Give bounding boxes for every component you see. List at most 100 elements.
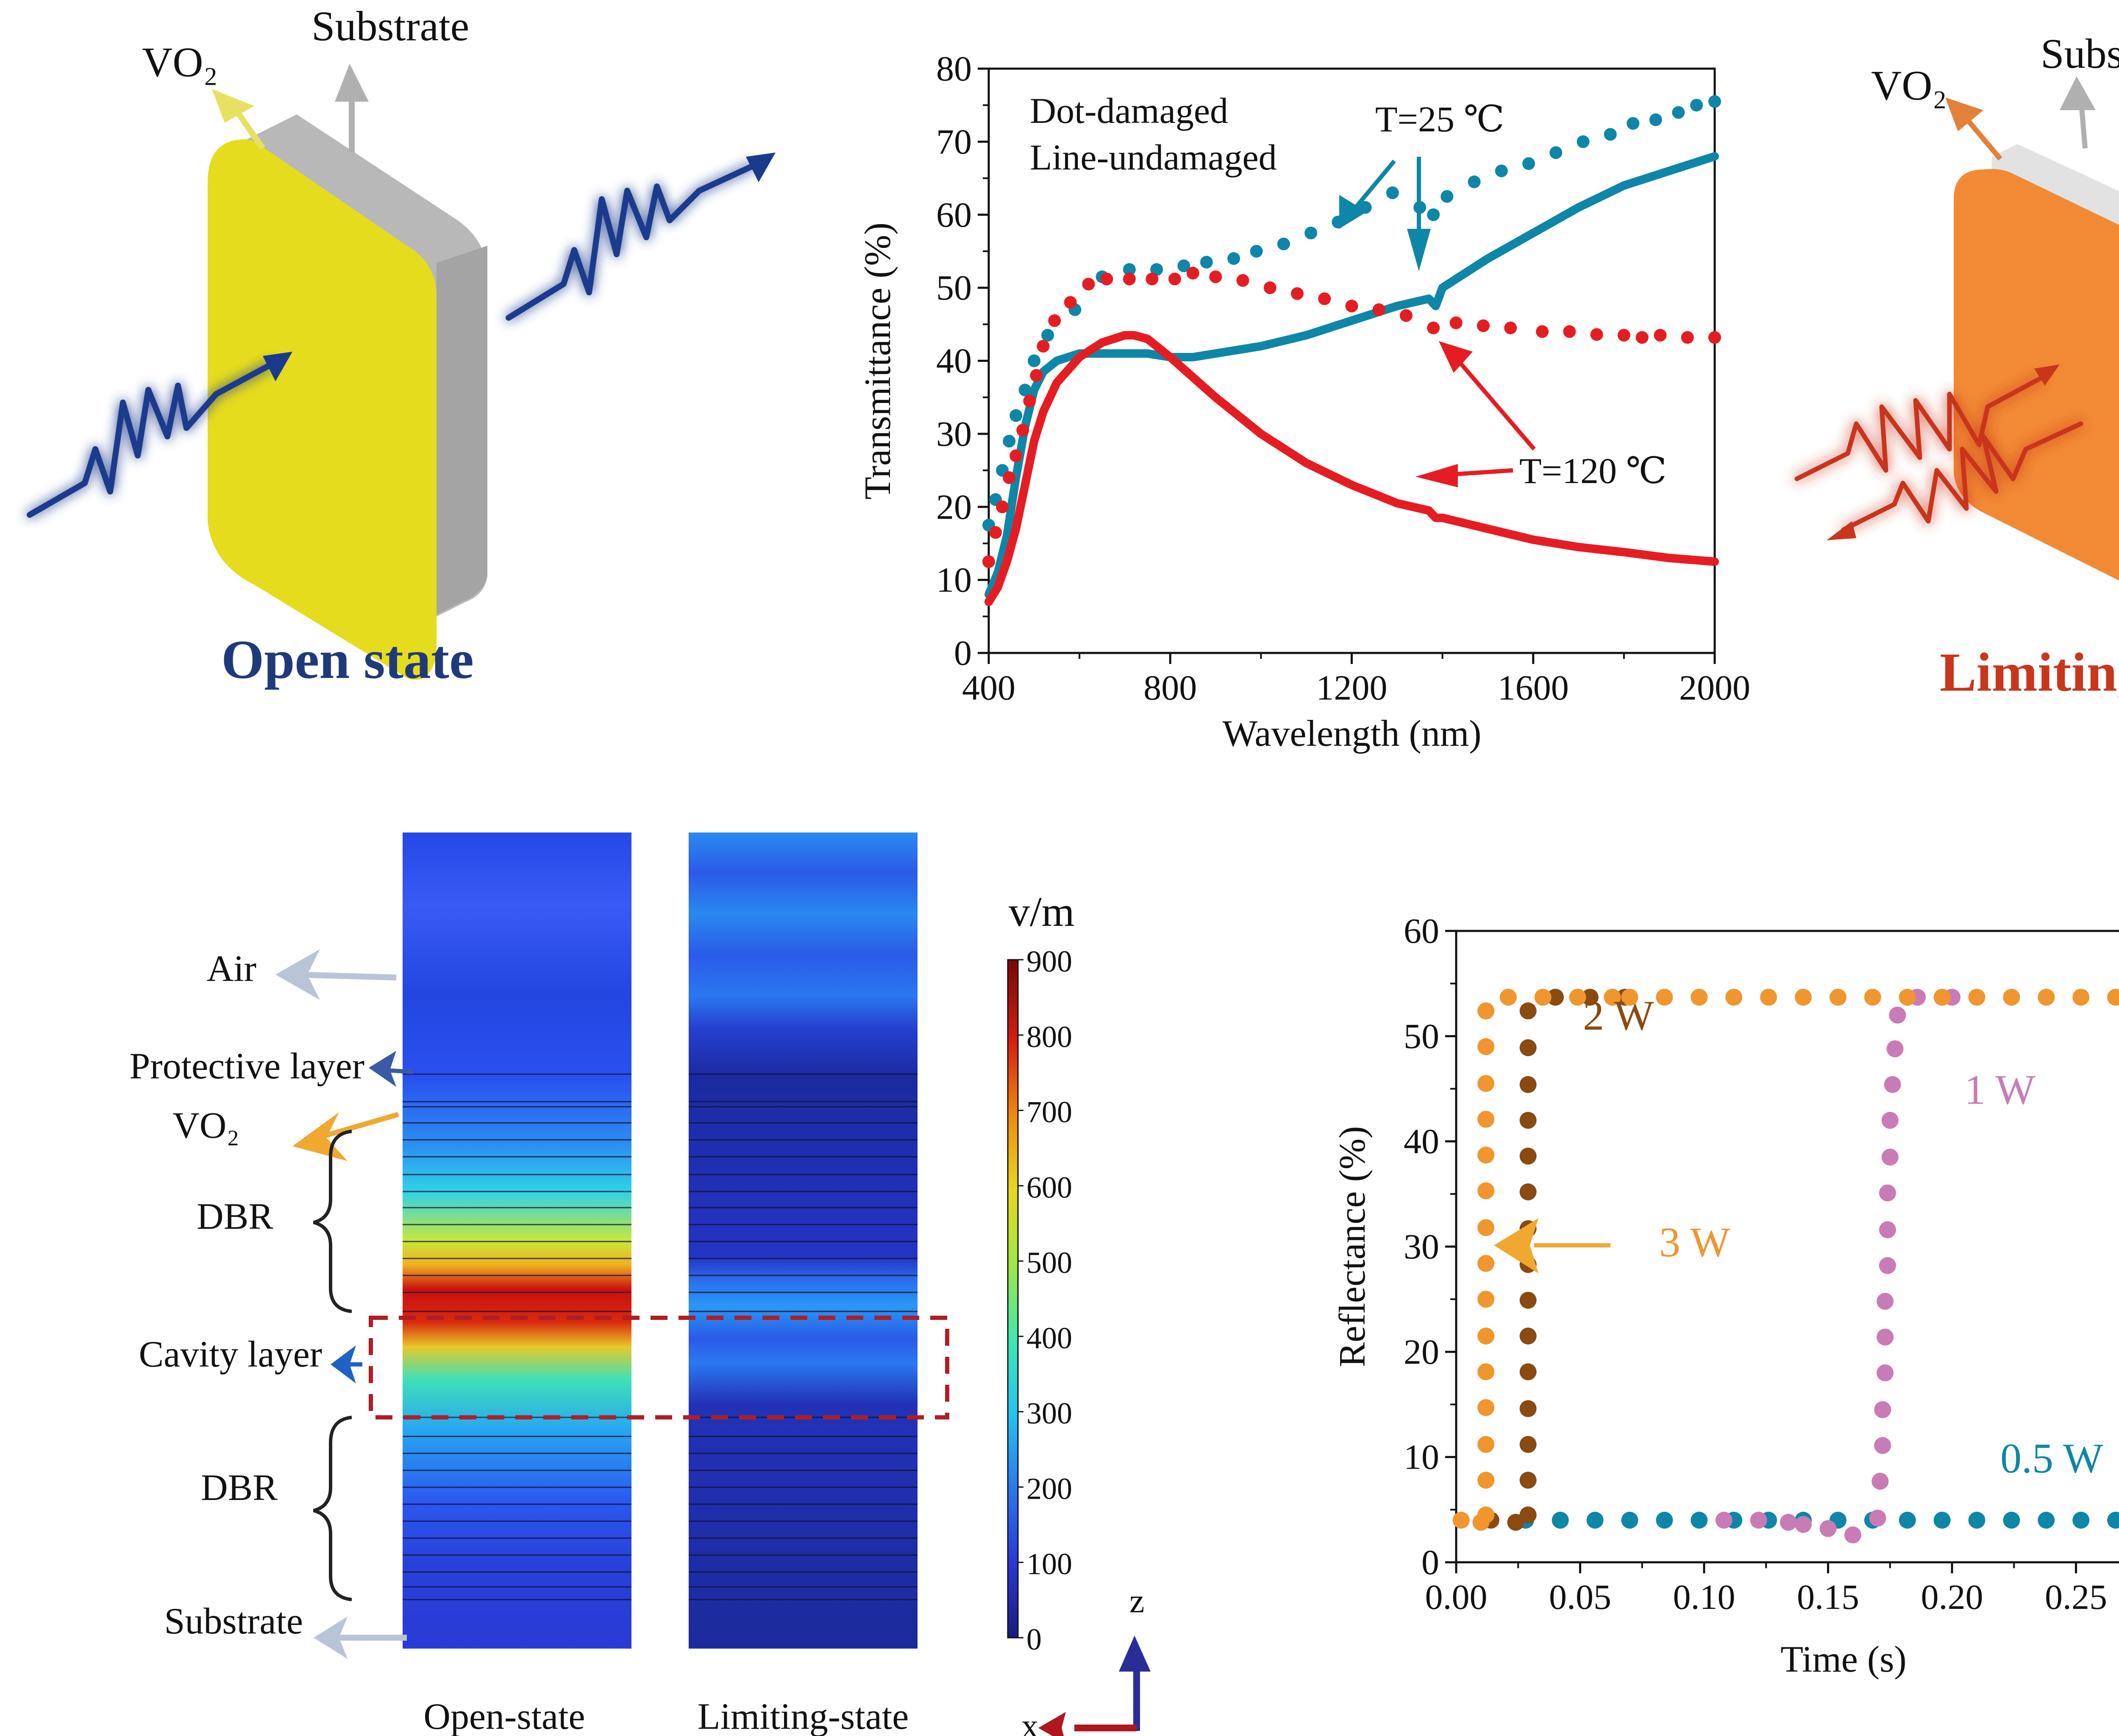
air-arrow (275, 949, 397, 1000)
substrate-pointer-arrowhead (2060, 76, 2096, 110)
data-point-3-w (1477, 1399, 1495, 1416)
series-layer (982, 95, 1721, 606)
colorbar-tick-label: 800 (1026, 1020, 1072, 1054)
data-point-2-w (1547, 989, 1564, 1006)
data-point-3-w (1477, 1146, 1495, 1164)
axis-ticks: 400 800 1200 1600 2000 0 10 20 30 40 50 60 70 80 (936, 49, 1750, 708)
data-point-3-w (1933, 989, 1951, 1006)
x-tick-label: 2000 (1679, 668, 1750, 708)
data-point-3-w (1452, 1511, 1470, 1529)
data-point-1-w (1872, 1472, 1889, 1490)
axes-indicator: z x (1021, 1583, 1151, 1736)
data-point-3-w (1864, 989, 1881, 1006)
wave-transmitted (506, 162, 757, 321)
data-point-3-w (1604, 989, 1621, 1006)
data-point-series-3 (1168, 272, 1181, 286)
x-tick-label: 0.00 (1425, 1578, 1488, 1617)
data-point-series-3 (982, 555, 995, 568)
data-point-series-3 (1477, 319, 1490, 332)
data-point-3-w (1899, 989, 1916, 1006)
vo2-layer (208, 139, 437, 680)
y-tick-label: 80 (936, 49, 972, 89)
x-tick-label: 0.20 (1921, 1578, 1983, 1617)
vo2-label: VO₂ (142, 39, 218, 86)
data-point-series-3 (1064, 296, 1077, 309)
data-point-series-3 (1449, 316, 1463, 329)
data-point-3-w (1691, 989, 1708, 1006)
layer-label-dbr-top: DBR (197, 1196, 273, 1237)
dbr-top-brace (313, 1130, 352, 1313)
state-label-limiting: Limiting-state (698, 1696, 909, 1736)
wave-reflected-1 (1794, 375, 2045, 481)
data-point-series-3 (989, 526, 1002, 539)
data-point-series-3 (1016, 424, 1029, 437)
data-point-1-w (1819, 1520, 1837, 1537)
data-point-3-w (1477, 1038, 1495, 1055)
data-point-3-w (2003, 989, 2020, 1006)
y-tick-label: 30 (936, 414, 972, 454)
annotation-05w: 0.5 W (2000, 1435, 2103, 1482)
data-point-series-3 (1030, 369, 1043, 382)
x-axis-label: Wavelength (nm) (1222, 713, 1481, 754)
protective-arrow (369, 1051, 414, 1087)
data-point-3-w (1477, 1472, 1495, 1489)
line-series-0 (984, 152, 1719, 599)
data-point-series-3 (1617, 329, 1630, 342)
data-point-1-w (1879, 1221, 1896, 1239)
legend-line-undamaged: Line-undamaged (1030, 137, 1277, 178)
data-point-series-3 (1263, 281, 1276, 294)
vo2-pointer-arrowhead (212, 89, 254, 123)
data-point-series-3 (1100, 272, 1113, 286)
colorbar-tick-label: 100 (1026, 1547, 1072, 1581)
limiting-state-illustration: VO₂ Substrate Limiting state (1794, 30, 2119, 703)
reflectance-chart: 0.000.050.100.150.200.250.30010203040506… (1332, 911, 2119, 1680)
arrowhead-reflected-1 (2034, 364, 2060, 386)
data-point-3-w (1477, 1111, 1495, 1128)
data-point-series-1 (1200, 256, 1213, 269)
data-point-1-w (1881, 1112, 1899, 1129)
x-tick-label: 400 (962, 668, 1015, 708)
data-point-0-5-w (1899, 1511, 1916, 1529)
data-point-series-3 (1504, 321, 1517, 334)
substrate-label: Substrate (311, 3, 469, 50)
data-point-3-w (1656, 989, 1673, 1006)
data-point-3-w (1477, 1219, 1495, 1236)
y-tick-label: 0 (954, 633, 972, 673)
layer-label-dbr-bottom: DBR (201, 1467, 278, 1508)
open-state-field (403, 832, 631, 1649)
data-point-series-1 (1304, 226, 1318, 239)
arrowhead-incoming (263, 352, 292, 381)
colorbar-tick-label: 600 (1026, 1170, 1072, 1204)
annotation-2w: 2 W (1583, 992, 1654, 1039)
data-point-1-w (1750, 1511, 1767, 1529)
z-arrowhead (1119, 1636, 1151, 1672)
wave-incoming (27, 361, 274, 518)
layer-label-substrate: Substrate (164, 1601, 303, 1642)
data-point-3-w (1499, 989, 1517, 1006)
data-point-series-3 (1427, 321, 1440, 334)
data-point-series-3 (1399, 309, 1413, 322)
layer-label-air: Air (207, 948, 256, 989)
arrow-t120-dots (1456, 358, 1536, 451)
data-point-series-3 (1186, 267, 1199, 280)
data-point-3-w (1725, 989, 1743, 1006)
data-point-0-5-w (1656, 1511, 1673, 1529)
data-point-1-w (1877, 1364, 1894, 1381)
data-point-3-w (2072, 989, 2090, 1006)
y-tick-label: 10 (936, 561, 972, 600)
cavity-arrow (331, 1345, 362, 1383)
y-tick-label: 40 (936, 342, 972, 381)
data-point-2-w (1519, 1400, 1537, 1417)
data-point-series-1 (1549, 146, 1563, 159)
y-axis-label: Transmittance (%) (857, 222, 898, 500)
data-point-2-w (1519, 1328, 1537, 1345)
data-point-series-3 (1009, 449, 1023, 462)
data-point-3-w (1534, 989, 1552, 1006)
data-point-series-1 (1672, 106, 1685, 119)
data-point-series-3 (1236, 274, 1249, 287)
colorbar (1007, 959, 1019, 1639)
data-point-series-1 (1028, 354, 1041, 367)
data-point-2-w (1519, 1039, 1537, 1056)
data-point-series-3 (1681, 331, 1694, 344)
data-point-series-3 (1023, 394, 1036, 408)
